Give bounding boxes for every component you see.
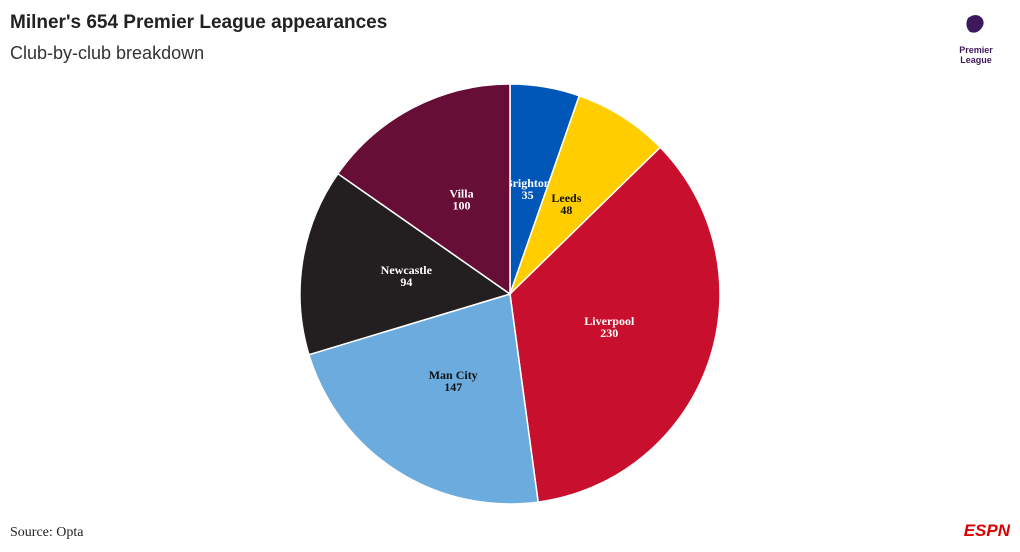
source: Source: Opta <box>10 525 84 540</box>
slice-label: Villa <box>449 187 473 201</box>
pie-slice <box>336 83 511 296</box>
slice-value: 94 <box>400 275 412 289</box>
league-logo: Premier League <box>959 15 993 65</box>
slice-label: Leeds <box>551 191 581 205</box>
brand-logo: ESPN <box>964 521 1011 540</box>
slice-label: Newcastle <box>381 263 433 277</box>
chart-subtitle: Club-by-club breakdown <box>10 43 204 63</box>
logo-text: Premier <box>959 45 993 55</box>
chart-title: Milner's 654 Premier League appearances <box>10 12 387 33</box>
slice-value: 35 <box>522 188 534 202</box>
slice-label: Brighton <box>505 176 551 190</box>
slice-value: 100 <box>452 199 470 213</box>
logo-icon <box>966 15 984 33</box>
slice-label: Man City <box>429 368 478 382</box>
slice-value: 230 <box>600 326 618 340</box>
logo-text: League <box>960 55 992 65</box>
pie-slice <box>308 293 540 505</box>
pie-slice <box>299 172 512 356</box>
slice-value: 147 <box>444 380 462 394</box>
slice-label: Liverpool <box>584 314 635 328</box>
pie-slice <box>509 146 721 503</box>
pie-slice <box>509 94 662 295</box>
slice-value: 48 <box>560 203 572 217</box>
